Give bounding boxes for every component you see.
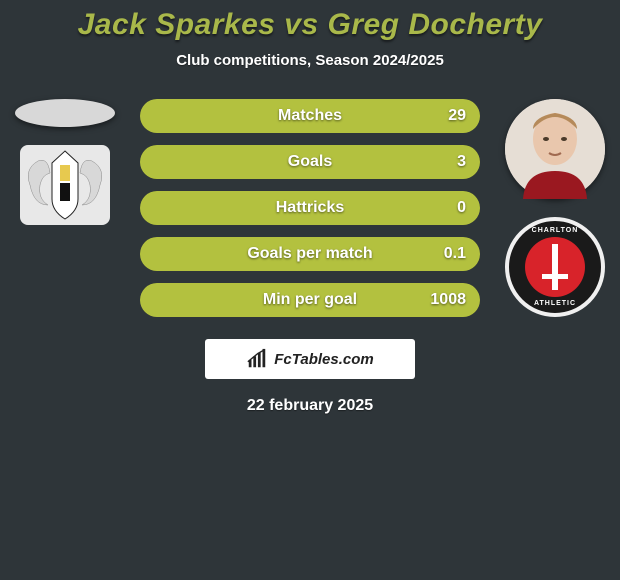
player2-club-badge: CHARLTON ATHLETIC [505, 217, 605, 317]
stat-label: Hattricks [140, 191, 480, 225]
stat-bar: Hattricks0 [140, 191, 480, 225]
avatar-icon [505, 99, 605, 199]
stat-label: Min per goal [140, 283, 480, 317]
stat-bar: Min per goal1008 [140, 283, 480, 317]
stat-value: 29 [448, 99, 466, 133]
stat-bar: Goals3 [140, 145, 480, 179]
date-text: 22 february 2025 [0, 397, 620, 415]
stat-label: Goals per match [140, 237, 480, 271]
stat-bar: Goals per match0.1 [140, 237, 480, 271]
watermark-text: FcTables.com [274, 351, 373, 368]
right-column: CHARLTON ATHLETIC [500, 99, 610, 317]
player2-avatar [505, 99, 605, 199]
stat-bars: Matches29 Goals3 Hattricks0 Goals per match… [140, 99, 480, 317]
club2-text-bottom: ATHLETIC [534, 300, 576, 307]
stat-value: 3 [457, 145, 466, 179]
player1-club-badge [20, 145, 110, 225]
bar-chart-icon [246, 348, 268, 370]
club2-text-top: CHARLTON [532, 227, 579, 234]
stat-bar: Matches29 [140, 99, 480, 133]
left-column [10, 99, 120, 225]
content-area: CHARLTON ATHLETIC Matches29 Goals3 Hattric… [0, 99, 620, 415]
stat-label: Matches [140, 99, 480, 133]
watermark: FcTables.com [205, 339, 415, 379]
stat-value: 0.1 [444, 237, 466, 271]
stat-value: 1008 [430, 283, 466, 317]
player1-avatar [15, 99, 115, 127]
stat-value: 0 [457, 191, 466, 225]
page-title: Jack Sparkes vs Greg Docherty [0, 0, 620, 42]
sword-icon [552, 244, 558, 290]
club2-inner-icon [525, 237, 585, 297]
subtitle: Club competitions, Season 2024/2025 [0, 52, 620, 69]
club-crest-icon [20, 145, 110, 225]
stat-label: Goals [140, 145, 480, 179]
